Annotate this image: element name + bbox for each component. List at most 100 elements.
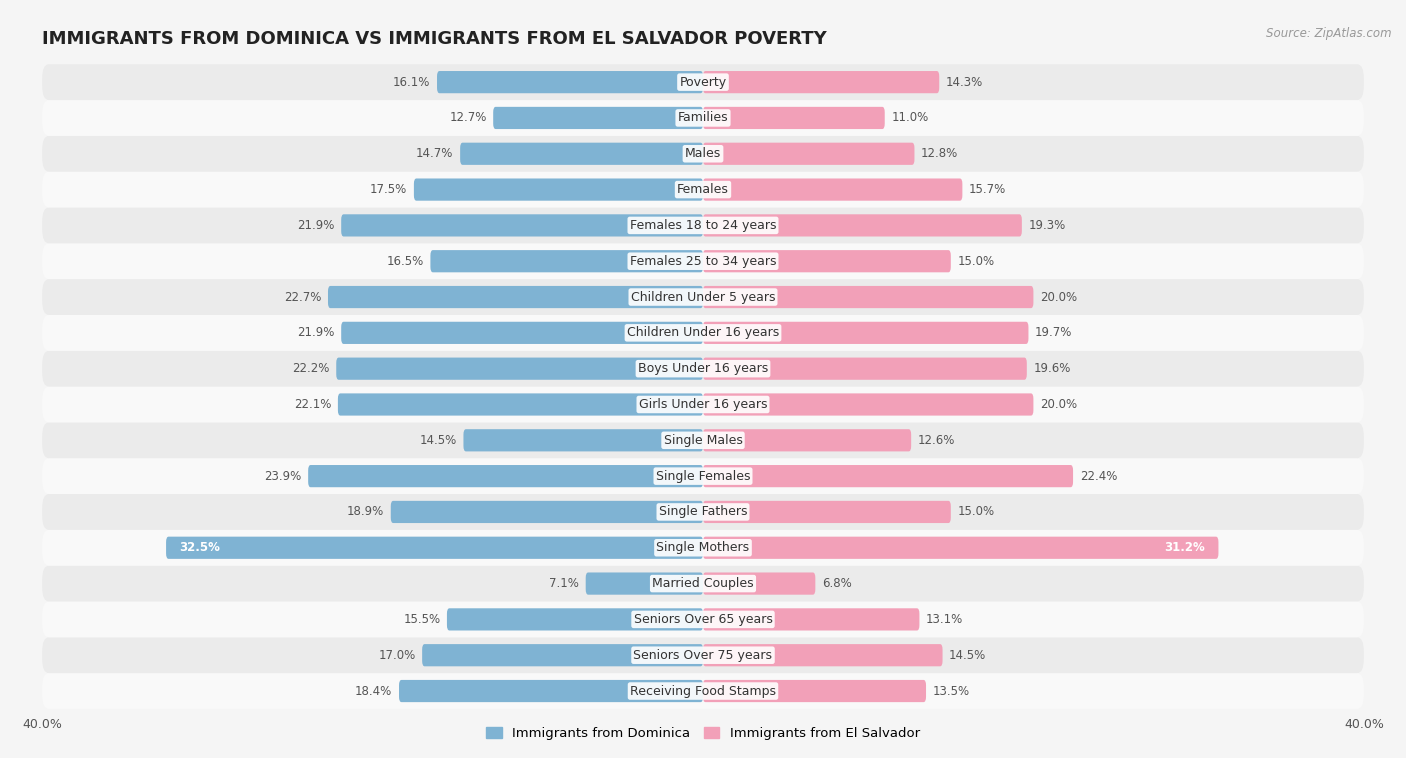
FancyBboxPatch shape	[42, 459, 1364, 494]
FancyBboxPatch shape	[703, 321, 1028, 344]
Text: 19.7%: 19.7%	[1035, 327, 1073, 340]
Text: Married Couples: Married Couples	[652, 577, 754, 590]
FancyBboxPatch shape	[42, 171, 1364, 208]
FancyBboxPatch shape	[42, 565, 1364, 602]
Text: 18.4%: 18.4%	[356, 684, 392, 697]
Text: Single Males: Single Males	[664, 434, 742, 446]
FancyBboxPatch shape	[342, 321, 703, 344]
Text: 7.1%: 7.1%	[550, 577, 579, 590]
FancyBboxPatch shape	[703, 286, 1033, 309]
Text: Families: Families	[678, 111, 728, 124]
Text: 21.9%: 21.9%	[297, 327, 335, 340]
Text: 17.5%: 17.5%	[370, 183, 408, 196]
Text: Females: Females	[678, 183, 728, 196]
Text: 31.2%: 31.2%	[1164, 541, 1205, 554]
FancyBboxPatch shape	[391, 501, 703, 523]
FancyBboxPatch shape	[42, 387, 1364, 422]
Text: 22.4%: 22.4%	[1080, 470, 1116, 483]
Text: Single Females: Single Females	[655, 470, 751, 483]
Text: 19.6%: 19.6%	[1033, 362, 1071, 375]
FancyBboxPatch shape	[703, 429, 911, 452]
Text: Children Under 5 years: Children Under 5 years	[631, 290, 775, 303]
Text: 22.7%: 22.7%	[284, 290, 322, 303]
FancyBboxPatch shape	[464, 429, 703, 452]
FancyBboxPatch shape	[703, 71, 939, 93]
Text: 11.0%: 11.0%	[891, 111, 928, 124]
FancyBboxPatch shape	[703, 393, 1033, 415]
Text: 22.2%: 22.2%	[292, 362, 329, 375]
Text: 6.8%: 6.8%	[823, 577, 852, 590]
Text: 15.5%: 15.5%	[404, 613, 440, 626]
Text: 22.1%: 22.1%	[294, 398, 332, 411]
Text: Seniors Over 75 years: Seniors Over 75 years	[634, 649, 772, 662]
FancyBboxPatch shape	[42, 351, 1364, 387]
Text: 19.3%: 19.3%	[1028, 219, 1066, 232]
FancyBboxPatch shape	[308, 465, 703, 487]
Text: 13.5%: 13.5%	[932, 684, 970, 697]
FancyBboxPatch shape	[703, 465, 1073, 487]
FancyBboxPatch shape	[328, 286, 703, 309]
Text: 21.9%: 21.9%	[297, 219, 335, 232]
Text: Source: ZipAtlas.com: Source: ZipAtlas.com	[1267, 27, 1392, 39]
Text: Males: Males	[685, 147, 721, 160]
FancyBboxPatch shape	[586, 572, 703, 595]
Text: 16.1%: 16.1%	[394, 76, 430, 89]
FancyBboxPatch shape	[342, 215, 703, 236]
FancyBboxPatch shape	[42, 602, 1364, 637]
Text: 12.6%: 12.6%	[918, 434, 955, 446]
Text: 18.9%: 18.9%	[347, 506, 384, 518]
FancyBboxPatch shape	[437, 71, 703, 93]
FancyBboxPatch shape	[42, 637, 1364, 673]
FancyBboxPatch shape	[460, 143, 703, 165]
FancyBboxPatch shape	[703, 143, 914, 165]
Text: 20.0%: 20.0%	[1040, 290, 1077, 303]
Text: 12.7%: 12.7%	[449, 111, 486, 124]
FancyBboxPatch shape	[447, 608, 703, 631]
Text: Females 18 to 24 years: Females 18 to 24 years	[630, 219, 776, 232]
Text: 15.7%: 15.7%	[969, 183, 1007, 196]
Text: Poverty: Poverty	[679, 76, 727, 89]
FancyBboxPatch shape	[703, 250, 950, 272]
FancyBboxPatch shape	[422, 644, 703, 666]
FancyBboxPatch shape	[703, 608, 920, 631]
Text: 14.5%: 14.5%	[949, 649, 987, 662]
FancyBboxPatch shape	[42, 208, 1364, 243]
FancyBboxPatch shape	[430, 250, 703, 272]
Text: 12.8%: 12.8%	[921, 147, 959, 160]
Text: Receiving Food Stamps: Receiving Food Stamps	[630, 684, 776, 697]
FancyBboxPatch shape	[703, 501, 950, 523]
FancyBboxPatch shape	[413, 178, 703, 201]
Text: Seniors Over 65 years: Seniors Over 65 years	[634, 613, 772, 626]
Text: 23.9%: 23.9%	[264, 470, 301, 483]
FancyBboxPatch shape	[42, 136, 1364, 171]
Text: Females 25 to 34 years: Females 25 to 34 years	[630, 255, 776, 268]
Text: IMMIGRANTS FROM DOMINICA VS IMMIGRANTS FROM EL SALVADOR POVERTY: IMMIGRANTS FROM DOMINICA VS IMMIGRANTS F…	[42, 30, 827, 48]
FancyBboxPatch shape	[42, 315, 1364, 351]
FancyBboxPatch shape	[703, 680, 927, 702]
Text: 14.7%: 14.7%	[416, 147, 454, 160]
Text: 20.0%: 20.0%	[1040, 398, 1077, 411]
FancyBboxPatch shape	[42, 279, 1364, 315]
FancyBboxPatch shape	[42, 243, 1364, 279]
Text: 14.3%: 14.3%	[946, 76, 983, 89]
Text: 14.5%: 14.5%	[419, 434, 457, 446]
FancyBboxPatch shape	[336, 358, 703, 380]
Text: Single Mothers: Single Mothers	[657, 541, 749, 554]
Text: 16.5%: 16.5%	[387, 255, 423, 268]
Text: Single Fathers: Single Fathers	[659, 506, 747, 518]
FancyBboxPatch shape	[42, 530, 1364, 565]
Text: 15.0%: 15.0%	[957, 506, 994, 518]
FancyBboxPatch shape	[494, 107, 703, 129]
FancyBboxPatch shape	[42, 673, 1364, 709]
FancyBboxPatch shape	[703, 358, 1026, 380]
Text: 13.1%: 13.1%	[927, 613, 963, 626]
FancyBboxPatch shape	[703, 572, 815, 595]
Text: Boys Under 16 years: Boys Under 16 years	[638, 362, 768, 375]
Text: 15.0%: 15.0%	[957, 255, 994, 268]
Text: 32.5%: 32.5%	[180, 541, 221, 554]
FancyBboxPatch shape	[337, 393, 703, 415]
FancyBboxPatch shape	[703, 215, 1022, 236]
FancyBboxPatch shape	[703, 178, 962, 201]
Legend: Immigrants from Dominica, Immigrants from El Salvador: Immigrants from Dominica, Immigrants fro…	[481, 722, 925, 745]
FancyBboxPatch shape	[42, 494, 1364, 530]
